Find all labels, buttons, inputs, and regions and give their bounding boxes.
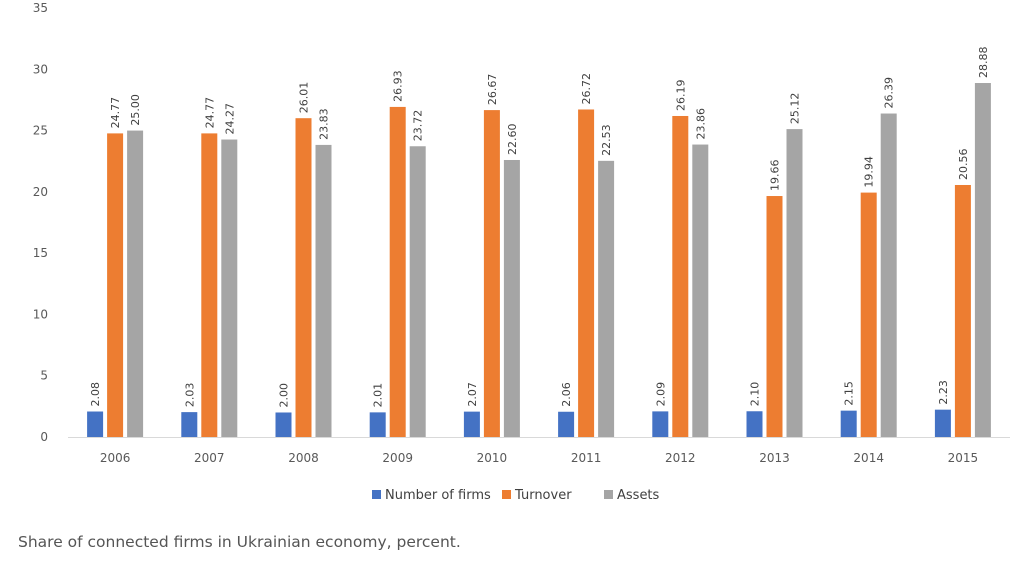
data-label: 2.10: [749, 382, 762, 407]
y-tick-label: 5: [40, 369, 48, 383]
bar-chart: 0 5 10 15 20 25 30 35 2.08 24.77 25.00 2.03 24.77 24…: [33, 1, 1010, 503]
data-label: 24.77: [203, 97, 216, 129]
bar-number-of-firms: [558, 411, 575, 437]
data-label: 23.86: [694, 108, 707, 140]
y-tick-label: 35: [33, 1, 48, 15]
bar-assets: [974, 83, 991, 437]
bar-number-of-firms: [934, 409, 951, 437]
data-label: 2.03: [183, 383, 196, 408]
data-label: 26.39: [883, 77, 896, 109]
bar-assets: [409, 146, 426, 438]
data-label: 26.01: [298, 82, 311, 114]
x-tick-label: 2007: [194, 451, 225, 465]
y-tick-label: 25: [33, 124, 48, 138]
bar-number-of-firms: [746, 411, 763, 437]
data-label: 23.83: [318, 108, 331, 140]
x-tick-label: 2015: [948, 451, 979, 465]
data-label: 24.77: [109, 97, 122, 129]
legend-swatch: [372, 490, 381, 499]
data-label: 19.66: [769, 160, 782, 192]
figure-caption: Share of connected firms in Ukrainian ec…: [18, 533, 461, 551]
data-label: 22.60: [506, 123, 519, 155]
data-label: 2.01: [372, 383, 385, 408]
x-tick-label: 2014: [853, 451, 884, 465]
data-label: 2.23: [937, 380, 950, 405]
bar-assets: [315, 144, 332, 437]
data-label: 19.94: [863, 156, 876, 188]
bar-turnover: [201, 133, 218, 437]
data-label: 26.93: [392, 70, 405, 102]
data-label: 2.00: [278, 383, 291, 408]
bar-assets: [503, 159, 520, 437]
bar-assets: [598, 160, 615, 438]
legend-label: Assets: [617, 488, 660, 503]
data-label: 28.88: [977, 47, 990, 79]
data-label: 2.09: [654, 382, 667, 407]
bar-number-of-firms: [463, 411, 480, 437]
bar-turnover: [672, 115, 689, 438]
bar-turnover: [860, 192, 877, 437]
legend-swatch: [604, 490, 613, 499]
bar-turnover: [389, 106, 406, 437]
x-tick-label: 2009: [382, 451, 413, 465]
bar-assets: [786, 129, 803, 437]
x-tick-label: 2013: [759, 451, 790, 465]
x-tick-label: 2008: [288, 451, 319, 465]
bar-assets: [221, 139, 238, 437]
bar-turnover: [295, 118, 312, 437]
bar-number-of-firms: [369, 412, 386, 437]
data-label: 20.56: [957, 148, 970, 180]
data-label: 22.53: [600, 124, 613, 156]
bars: 2.08 24.77 25.00 2.03 24.77 24.27 2.00 26.01 23.…: [87, 47, 991, 438]
bar-turnover: [483, 110, 500, 438]
data-label: 2.15: [843, 381, 856, 406]
bar-number-of-firms: [652, 411, 669, 437]
bar-turnover: [766, 196, 783, 437]
data-label: 2.06: [560, 382, 573, 407]
x-axis: 2006 2007 2008 2009 2010 2011 2012 2013 2014 2015: [68, 437, 1010, 465]
y-axis: 0 5 10 15 20 25 30 35: [33, 1, 48, 444]
bar-turnover: [107, 133, 124, 437]
y-tick-label: 30: [33, 62, 48, 76]
data-label: 26.72: [580, 73, 593, 105]
data-label: 25.00: [129, 94, 142, 126]
data-label: 23.72: [412, 110, 425, 142]
legend-swatch: [502, 490, 511, 499]
data-label: 2.07: [466, 382, 479, 407]
bar-turnover: [954, 184, 971, 437]
bar-number-of-firms: [87, 411, 104, 437]
x-tick-label: 2011: [571, 451, 602, 465]
y-tick-label: 20: [33, 185, 48, 199]
x-tick-label: 2010: [477, 451, 508, 465]
bar-number-of-firms: [181, 412, 198, 437]
y-tick-label: 10: [33, 307, 48, 321]
data-label: 24.27: [223, 103, 236, 134]
legend-label: Number of firms: [385, 488, 491, 503]
data-label: 2.08: [89, 382, 102, 407]
x-tick-label: 2006: [100, 451, 131, 465]
bar-turnover: [578, 109, 595, 438]
bar-number-of-firms: [275, 412, 292, 437]
bar-number-of-firms: [840, 410, 857, 437]
legend-label: Turnover: [514, 488, 572, 503]
bar-assets: [692, 144, 709, 438]
legend: Number of firms Turnover Assets: [372, 488, 660, 503]
data-label: 25.12: [789, 93, 802, 125]
y-tick-label: 0: [40, 430, 48, 444]
bar-assets: [127, 130, 144, 438]
data-label: 26.67: [486, 74, 499, 106]
x-tick-label: 2012: [665, 451, 696, 465]
data-label: 26.19: [674, 79, 687, 111]
bar-assets: [880, 113, 897, 437]
y-tick-label: 15: [33, 246, 48, 260]
